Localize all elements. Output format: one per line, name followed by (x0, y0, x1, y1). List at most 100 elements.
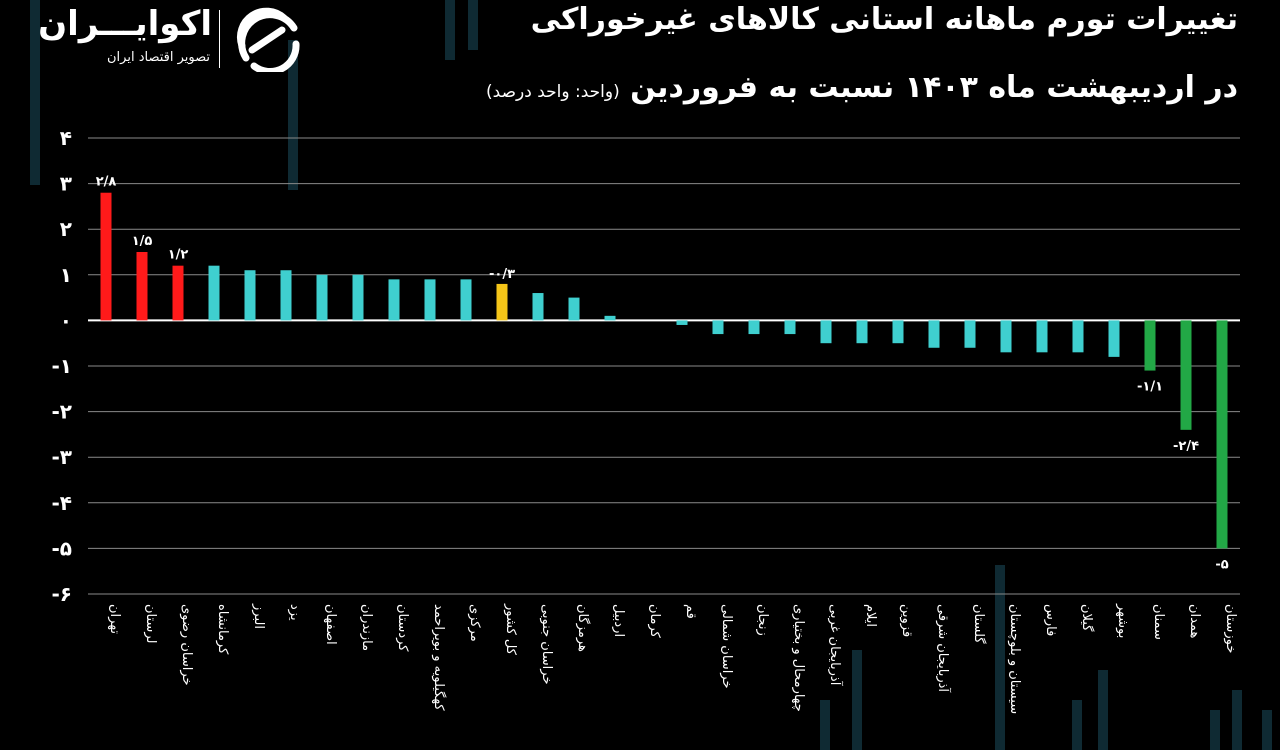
brand-tagline: تصویر اقتصاد ایران (107, 50, 210, 65)
chart-title: تغییرات تورم ماهانه استانی کالاهای غیرخو… (530, 2, 1238, 37)
x-tick-label: ایلام (863, 604, 878, 627)
x-tick-label: فارس (1043, 604, 1058, 636)
decor-candle (445, 0, 455, 60)
bar (460, 279, 472, 321)
bar (244, 270, 256, 321)
bar (1144, 320, 1156, 371)
data-label: -۰/۳ (489, 267, 515, 282)
brand-name: اکوایـــران (38, 4, 212, 44)
bar (136, 252, 148, 321)
bar (1108, 320, 1120, 357)
x-tick-label: همدان (1187, 604, 1202, 638)
bar (532, 293, 544, 321)
bar (676, 320, 688, 325)
bar (1180, 320, 1192, 430)
bar (352, 274, 364, 321)
bar (496, 283, 508, 321)
bar (748, 320, 760, 335)
y-tick-label: ۳ (60, 172, 72, 196)
y-tick-label: ۰ (60, 308, 72, 332)
x-tick-label: یزد (287, 604, 302, 621)
data-label: -۲/۴ (1173, 439, 1199, 454)
chart-subtitle-text: در اردیبهشت ماه ۱۴۰۳ نسبت به فروردین (630, 70, 1238, 105)
y-tick-label: -۴ (51, 491, 72, 515)
x-tick-label: چهارمحال و بختیاری (791, 604, 806, 712)
bar (1000, 320, 1012, 353)
bar (280, 270, 292, 321)
x-tick-label: سیستان و بلوچستان (1007, 604, 1022, 714)
y-tick-label: -۲ (51, 400, 72, 424)
data-label: ۱/۲ (168, 248, 189, 263)
decor-candle (995, 565, 1005, 750)
brand-logo: اکوایـــران تصویر اقتصاد ایران (38, 4, 320, 74)
decor-candle (30, 0, 40, 185)
bar (172, 265, 184, 321)
x-tick-label: اصفهان (323, 604, 338, 645)
x-tick-label: بوشهر (1115, 603, 1130, 638)
x-tick-label: قزوین (899, 604, 914, 637)
data-label: -۱/۱ (1137, 380, 1163, 395)
bar (604, 315, 616, 321)
x-tick-label: خراسان شمالی (719, 604, 734, 689)
bar (568, 297, 580, 321)
bar (208, 265, 220, 321)
decor-candle (468, 0, 478, 50)
x-tick-label: کردستان (395, 604, 410, 652)
bar (388, 279, 400, 321)
data-label: -۵ (1215, 557, 1228, 572)
decor-candle (1232, 690, 1242, 750)
bar (1216, 320, 1228, 549)
x-tick-label: اردبیل (611, 604, 626, 637)
bar (1036, 320, 1048, 353)
decor-candle (1072, 700, 1082, 750)
bar (964, 320, 976, 348)
chart-subtitle: در اردیبهشت ماه ۱۴۰۳ نسبت به فروردین (وا… (486, 70, 1238, 105)
decor-candle (288, 40, 298, 190)
x-tick-label: آذربایجان شرقی (935, 604, 952, 693)
x-tick-label: تهران (107, 604, 122, 634)
x-tick-label: کهگیلویه و بویراحمد (431, 604, 447, 711)
y-tick-label: ۴ (60, 126, 72, 150)
y-tick-label: -۳ (51, 445, 72, 469)
x-tick-label: سمنان (1151, 604, 1166, 640)
decor-candle (852, 650, 862, 750)
y-tick-label: -۱ (51, 354, 72, 378)
bar (712, 320, 724, 335)
bar (856, 320, 868, 344)
bar (424, 279, 436, 321)
y-tick-label: -۵ (51, 536, 72, 560)
bar (820, 320, 832, 344)
x-tick-label: آذربایجان غربی (827, 604, 844, 687)
bar (892, 320, 904, 344)
decor-candle (1210, 710, 1220, 750)
swirl-logo-icon (236, 7, 300, 72)
x-tick-label: لرستان (143, 604, 158, 643)
x-tick-label: البرز (251, 603, 266, 629)
x-tick-label: مرکزی (467, 604, 482, 642)
x-tick-label: کرمان (647, 604, 662, 639)
y-tick-label: ۱ (60, 263, 72, 287)
x-tick-label: خوزستان (1223, 604, 1238, 653)
data-label: ۱/۵ (132, 234, 153, 249)
decor-candle (820, 700, 830, 750)
x-tick-label: گلستان (971, 604, 987, 644)
bar (928, 320, 940, 348)
y-tick-label: ۲ (60, 217, 72, 241)
bar (100, 192, 112, 321)
bar (316, 274, 328, 321)
decor-candle (1262, 710, 1272, 750)
logo-divider (219, 10, 220, 68)
x-tick-label: قم (683, 604, 698, 619)
x-tick-label: کرمانشاه (215, 604, 230, 655)
decor-candle (1098, 670, 1108, 750)
x-tick-label: خراسان رضوی (179, 604, 194, 686)
unit-note: (واحد: واحد درصد) (486, 82, 620, 102)
y-tick-label: -۶ (51, 582, 72, 606)
bar (784, 320, 796, 335)
x-tick-label: مازندران (359, 604, 374, 651)
x-tick-label: کل کشور (503, 603, 518, 656)
x-tick-label: خراسان جنوبی (539, 604, 554, 684)
x-tick-label: زنجان (755, 604, 770, 636)
